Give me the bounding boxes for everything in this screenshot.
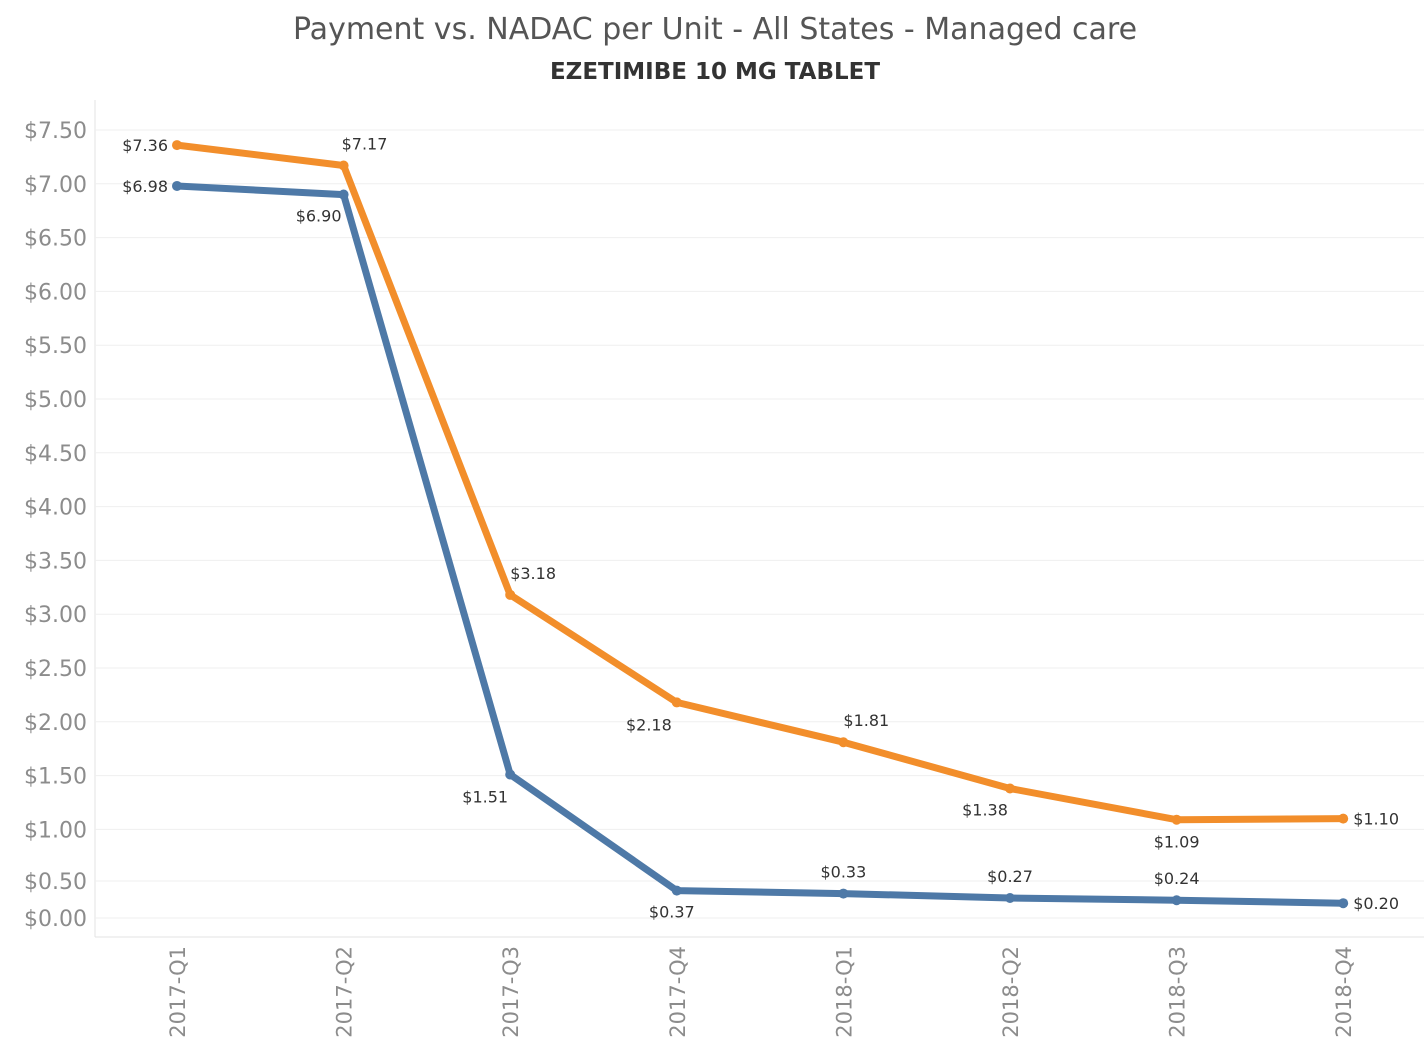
y-tick-label: $5.50: [24, 334, 87, 359]
x-tick-label: 2017-Q4: [666, 946, 690, 1038]
data-label: $0.20: [1353, 894, 1399, 913]
data-label: $1.09: [1154, 833, 1200, 852]
y-tick-label: $1.50: [24, 765, 87, 790]
x-tick-label: 2018-Q4: [1332, 946, 1356, 1038]
data-point: [505, 769, 516, 780]
data-label: $6.90: [296, 207, 342, 226]
chart-subtitle: EZETIMIBE 10 MG TABLET: [549, 59, 881, 85]
y-tick-label: $2.00: [24, 711, 87, 736]
data-point: [338, 189, 349, 200]
chart-title: Payment vs. NADAC per Unit - All States …: [292, 12, 1138, 47]
y-tick-label: $5.00: [24, 388, 87, 413]
y-tick-label: $7.00: [24, 173, 87, 198]
y-tick-label: $1.00: [24, 818, 87, 843]
x-tick-label: 2018-Q1: [832, 946, 856, 1038]
y-tick-label: $4.50: [24, 442, 87, 467]
y-tick-label: $3.00: [24, 603, 87, 628]
y-tick-label: $2.50: [24, 657, 87, 682]
series-line-1: [173, 141, 1347, 824]
data-label: $0.37: [649, 903, 695, 922]
data-point: [172, 180, 182, 191]
data-point: [671, 885, 682, 896]
data-point: [1171, 895, 1182, 906]
data-point: [1005, 783, 1015, 794]
x-tick-label: 2017-Q1: [166, 946, 190, 1038]
data-label: $2.18: [626, 715, 672, 734]
y-tick-label: $4.00: [24, 496, 87, 521]
data-label: $1.10: [1353, 810, 1399, 829]
x-tick-label: 2018-Q3: [1166, 946, 1190, 1038]
data-point: [505, 589, 516, 600]
x-tick-label: 2017-Q2: [333, 946, 357, 1038]
data-point: [838, 888, 849, 899]
y-tick-label: $0.50: [24, 870, 87, 895]
data-label: $7.36: [122, 136, 168, 155]
data-label: $3.18: [510, 564, 556, 583]
y-tick-label: $6.50: [24, 227, 87, 252]
data-label: $0.24: [1154, 869, 1200, 888]
data-label: $1.81: [843, 711, 889, 730]
data-point: [1338, 813, 1349, 824]
series-line-2: [173, 182, 1347, 907]
data-point: [1338, 898, 1349, 909]
data-point: [338, 160, 349, 171]
data-label: $1.38: [962, 801, 1008, 820]
y-tick-label: $7.50: [24, 119, 87, 144]
data-point: [1005, 893, 1015, 904]
data-point: [1171, 814, 1182, 825]
data-point: [838, 737, 849, 748]
data-label: $0.27: [987, 867, 1033, 886]
data-label: $1.51: [462, 788, 508, 807]
x-tick-label: 2017-Q3: [499, 946, 523, 1038]
data-label: $6.98: [122, 177, 168, 196]
data-label: $7.17: [342, 135, 388, 154]
data-point: [172, 140, 182, 151]
data-label: $0.33: [820, 863, 866, 882]
y-tick-label: $0.00: [24, 907, 87, 932]
y-tick-label: $3.50: [24, 549, 87, 574]
y-tick-label: $6.00: [24, 280, 87, 305]
data-point: [671, 697, 682, 708]
x-tick-label: 2018-Q2: [999, 946, 1023, 1038]
